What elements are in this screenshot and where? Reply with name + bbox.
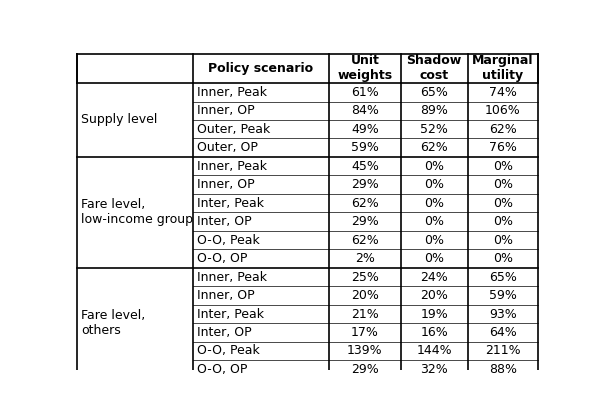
Text: Inter, Peak: Inter, Peak: [197, 307, 265, 321]
Text: 0%: 0%: [424, 160, 444, 173]
Text: 93%: 93%: [489, 307, 517, 321]
Text: Policy scenario: Policy scenario: [208, 62, 314, 75]
Text: 89%: 89%: [420, 104, 448, 117]
Text: Inner, Peak: Inner, Peak: [197, 86, 268, 99]
Text: 0%: 0%: [424, 234, 444, 247]
Text: 211%: 211%: [485, 344, 521, 357]
Text: 74%: 74%: [489, 86, 517, 99]
Text: 0%: 0%: [424, 197, 444, 210]
Text: Supply level: Supply level: [81, 114, 158, 126]
Text: 0%: 0%: [493, 178, 513, 191]
Text: 49%: 49%: [351, 123, 379, 136]
Text: 0%: 0%: [493, 234, 513, 247]
Text: 21%: 21%: [351, 307, 379, 321]
Text: O-O, OP: O-O, OP: [197, 252, 248, 265]
Text: Outer, Peak: Outer, Peak: [197, 123, 271, 136]
Text: 2%: 2%: [355, 252, 375, 265]
Text: 32%: 32%: [421, 363, 448, 376]
Text: 61%: 61%: [351, 86, 379, 99]
Text: 62%: 62%: [489, 123, 517, 136]
Text: 62%: 62%: [421, 141, 448, 154]
Text: 65%: 65%: [420, 86, 448, 99]
Text: 65%: 65%: [489, 270, 517, 284]
Text: 88%: 88%: [489, 363, 517, 376]
Text: 59%: 59%: [351, 141, 379, 154]
Text: 0%: 0%: [424, 252, 444, 265]
Text: 29%: 29%: [351, 363, 379, 376]
Text: 20%: 20%: [420, 289, 448, 302]
Text: 25%: 25%: [351, 270, 379, 284]
Text: 84%: 84%: [351, 104, 379, 117]
Text: Marginal
utility: Marginal utility: [472, 54, 533, 82]
Text: Fare level,
low-income group: Fare level, low-income group: [81, 198, 193, 226]
Text: Inner, OP: Inner, OP: [197, 104, 255, 117]
Text: 76%: 76%: [489, 141, 517, 154]
Text: 64%: 64%: [489, 326, 517, 339]
Text: 62%: 62%: [351, 197, 379, 210]
Text: 0%: 0%: [424, 178, 444, 191]
Text: Inter, Peak: Inter, Peak: [197, 197, 265, 210]
Text: Fare level,
others: Fare level, others: [81, 309, 145, 337]
Text: 0%: 0%: [493, 160, 513, 173]
Text: 17%: 17%: [351, 326, 379, 339]
Text: 59%: 59%: [489, 289, 517, 302]
Text: Inner, OP: Inner, OP: [197, 178, 255, 191]
Text: 29%: 29%: [351, 215, 379, 228]
Text: 19%: 19%: [421, 307, 448, 321]
Text: O-O, OP: O-O, OP: [197, 363, 248, 376]
Text: O-O, Peak: O-O, Peak: [197, 234, 260, 247]
Text: 20%: 20%: [351, 289, 379, 302]
Text: 45%: 45%: [351, 160, 379, 173]
Text: 0%: 0%: [493, 252, 513, 265]
Text: Inner, OP: Inner, OP: [197, 289, 255, 302]
Text: Inter, OP: Inter, OP: [197, 215, 252, 228]
Text: Inner, Peak: Inner, Peak: [197, 160, 268, 173]
Text: 0%: 0%: [424, 215, 444, 228]
Text: 0%: 0%: [493, 197, 513, 210]
Text: Inner, Peak: Inner, Peak: [197, 270, 268, 284]
Text: 62%: 62%: [351, 234, 379, 247]
Text: 139%: 139%: [347, 344, 383, 357]
Text: Inter, OP: Inter, OP: [197, 326, 252, 339]
Text: O-O, Peak: O-O, Peak: [197, 344, 260, 357]
Text: 52%: 52%: [420, 123, 448, 136]
Text: 16%: 16%: [421, 326, 448, 339]
Text: 0%: 0%: [493, 215, 513, 228]
Text: 106%: 106%: [485, 104, 521, 117]
Text: 144%: 144%: [416, 344, 452, 357]
Text: 29%: 29%: [351, 178, 379, 191]
Text: 24%: 24%: [421, 270, 448, 284]
Text: Outer, OP: Outer, OP: [197, 141, 259, 154]
Text: Unit
weights: Unit weights: [337, 54, 392, 82]
Text: Shadow
cost: Shadow cost: [407, 54, 462, 82]
